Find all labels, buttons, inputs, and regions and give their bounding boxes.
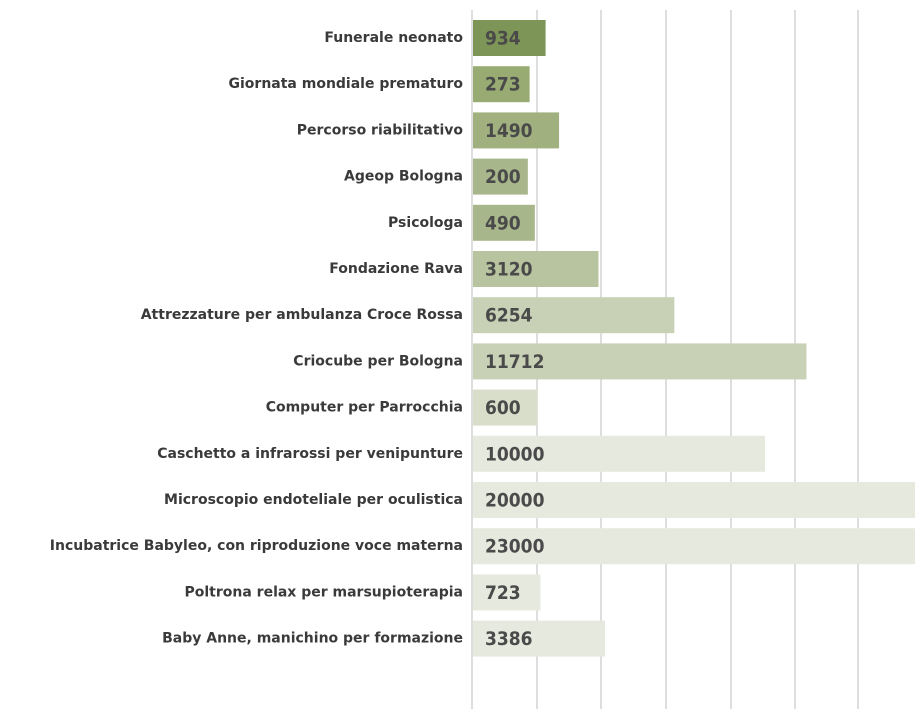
category-label: Criocube per Bologna [293,353,463,369]
category-label: Incubatrice Babyleo, con riproduzione vo… [50,538,463,554]
value-label: 11712 [485,351,544,373]
value-label: 273 [485,74,521,96]
bar [473,112,560,149]
category-label: Fondazione Rava [329,261,463,277]
category-label: Caschetto a infrarossi per venipunture [157,446,463,462]
value-label: 6254 [485,305,533,327]
value-label: 934 [485,28,521,50]
value-label: 23000 [485,536,545,558]
value-label: 723 [485,582,521,604]
bar [473,482,915,518]
bar [473,620,605,657]
category-label: Giornata mondiale prematuro [229,76,464,92]
value-label: 600 [485,397,521,419]
value-label: 490 [485,212,521,234]
category-label: Microscopio endoteliale per oculistica [164,492,463,508]
category-label: Ageop Bologna [344,169,463,185]
bar [473,204,535,241]
category-label: Attrezzature per ambulanza Croce Rossa [141,307,463,323]
value-label: 3386 [485,628,533,650]
category-label: Percorso riabilitativo [297,122,464,138]
bar [473,574,541,611]
bar [473,20,546,56]
category-label: Computer per Parrocchia [266,400,463,416]
bar [473,343,807,380]
category-label: Funerale neonato [324,30,463,46]
category-label: Poltrona relax per marsupioterapia [184,584,463,600]
value-label: 1490 [485,120,533,142]
bar [473,389,538,426]
bar [473,297,675,334]
category-label: Baby Anne, manichino per formazione [162,631,463,647]
bar [473,435,765,472]
bar [473,251,599,287]
value-label: 3120 [485,259,533,281]
value-label: 200 [485,166,521,188]
value-label: 20000 [485,490,545,512]
value-label: 10000 [485,443,545,465]
bar [473,66,530,103]
bar [473,158,528,195]
category-label: Psicologa [388,215,463,231]
bar [473,528,915,565]
